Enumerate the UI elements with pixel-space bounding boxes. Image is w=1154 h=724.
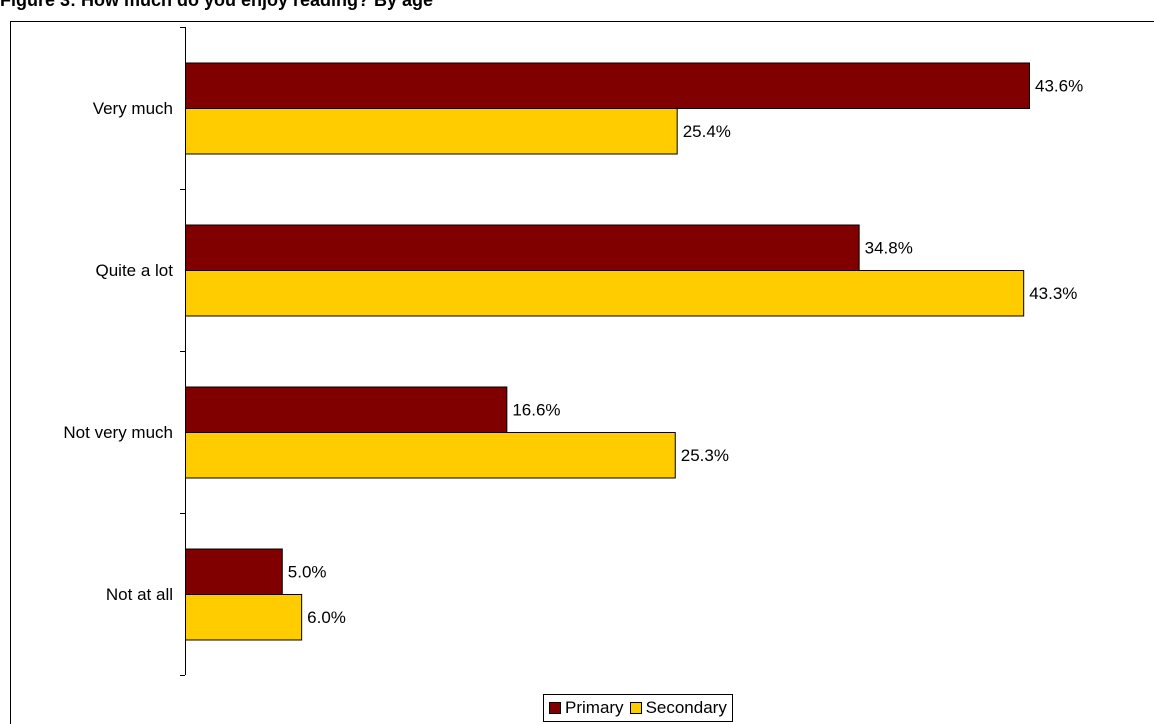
legend-label-primary: Primary [565,698,624,717]
category-label-very-much: Very much [93,99,173,118]
data-label-secondary-not-very-much: 25.3% [681,446,729,465]
bar-primary-very-much [185,62,1030,109]
category-label-quite-a-lot: Quite a lot [96,261,174,280]
category-label-not-very-much: Not very much [63,423,173,442]
data-label-secondary-quite-a-lot: 43.3% [1029,284,1077,303]
data-label-secondary-not-at-all: 6.0% [307,608,346,627]
bar-primary-not-at-all [185,548,283,595]
bar-secondary-very-much [185,108,678,155]
data-label-primary-not-at-all: 5.0% [288,562,327,581]
data-label-primary-not-very-much: 16.6% [512,400,560,419]
legend-item-primary: Primary [549,698,624,718]
chart-frame [10,21,1154,724]
legend-swatch-primary [549,702,561,714]
bar-primary-quite-a-lot [185,224,860,271]
legend-swatch-secondary [629,702,642,714]
data-label-primary-very-much: 43.6% [1035,76,1083,95]
legend: Primary Secondary [543,694,733,722]
chart-title: Figure 3: How much do you enjoy reading?… [0,0,434,10]
bar-secondary-not-very-much [185,432,676,479]
bar-secondary-quite-a-lot [185,270,1025,317]
category-label-not-at-all: Not at all [106,585,173,604]
bar-secondary-not-at-all [185,594,303,641]
data-label-primary-quite-a-lot: 34.8% [865,238,913,257]
legend-label-secondary: Secondary [645,698,727,717]
bar-primary-not-very-much [185,386,508,433]
data-label-secondary-very-much: 25.4% [683,122,731,141]
legend-item-secondary: Secondary [629,698,727,718]
